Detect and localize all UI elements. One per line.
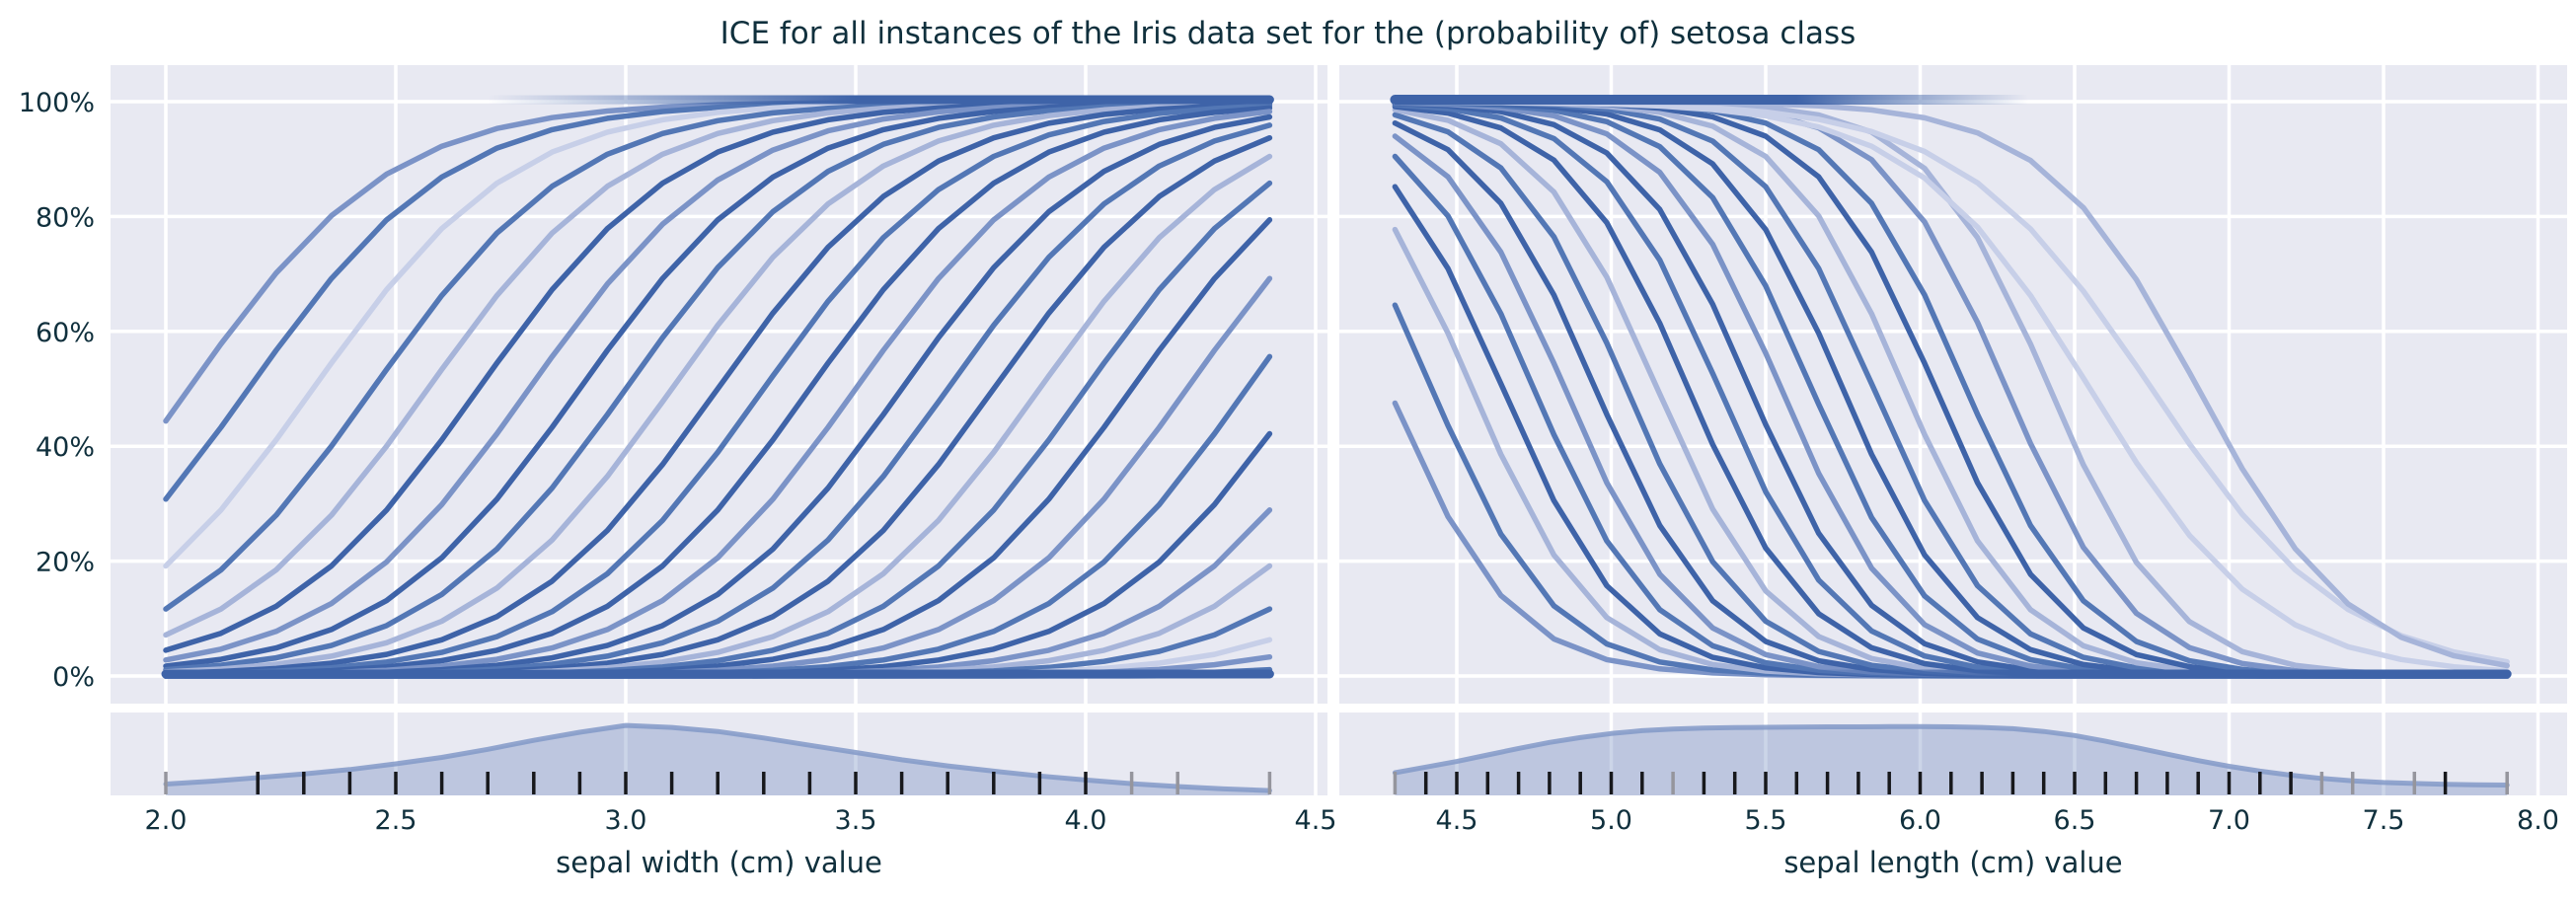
x-tick-label: 6.0 — [1899, 805, 1941, 836]
x-tick-label: 7.5 — [2363, 805, 2405, 836]
x-tick-label: 3.0 — [605, 805, 647, 836]
ice-curve — [163, 100, 1273, 673]
x-tick-label: 7.0 — [2208, 805, 2250, 836]
y-tick-label: 80% — [36, 202, 95, 233]
y-tick-label: 20% — [36, 548, 95, 578]
chart-title: ICE for all instances of the Iris data s… — [720, 16, 1856, 51]
ice-curve — [163, 100, 1273, 675]
x-axis-title: sepal length (cm) value — [1783, 846, 2122, 879]
x-tick-label: 4.5 — [1436, 805, 1478, 836]
right-ice-panel: 4.5 5.0 5.5 6.0 6.5 7.0 7.5 8.0 sepal length (cm… — [1339, 65, 2567, 879]
x-tick-label: 8.0 — [2517, 805, 2559, 836]
x-axis-title: sepal width (cm) value — [556, 846, 882, 879]
y-tick-label: 40% — [36, 432, 95, 463]
x-tick-label: 2.0 — [145, 805, 188, 836]
x-tick-label: 5.0 — [1590, 805, 1632, 836]
x-tick-label: 2.5 — [375, 805, 417, 836]
left-ice-panel: 2.0 2.5 3.0 3.5 4.0 4.5 sepal width (cm) value… — [19, 65, 1337, 879]
y-tick-label: 60% — [36, 318, 95, 348]
ice-curve — [163, 101, 1273, 677]
x-tick-label: 6.5 — [2054, 805, 2096, 836]
x-tick-label: 4.0 — [1065, 805, 1107, 836]
x-tick-label: 5.5 — [1745, 805, 1787, 836]
y-tick-label: 100% — [19, 88, 95, 118]
x-tick-label: 3.5 — [835, 805, 877, 836]
x-tick-label: 4.5 — [1295, 805, 1337, 836]
y-tick-label: 0% — [52, 662, 95, 693]
ice-curve — [163, 103, 1273, 678]
